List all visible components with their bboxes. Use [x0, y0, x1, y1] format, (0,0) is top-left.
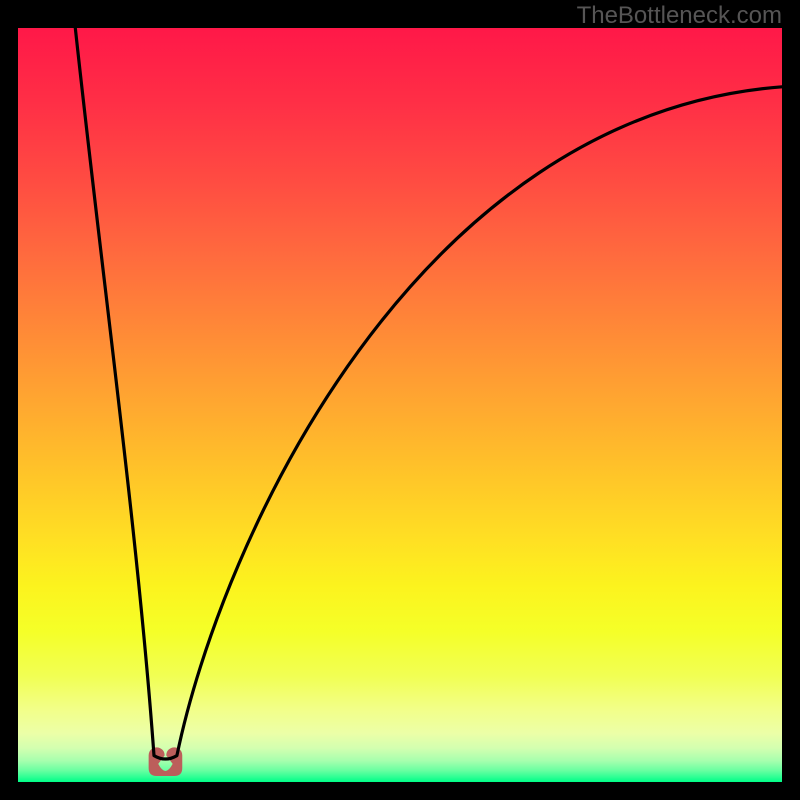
watermark-text: TheBottleneck.com — [577, 2, 782, 30]
bottleneck-curve — [75, 28, 782, 759]
curve-layer — [18, 28, 782, 782]
chart-container: TheBottleneck.com — [0, 0, 800, 800]
plot-area — [18, 28, 782, 782]
